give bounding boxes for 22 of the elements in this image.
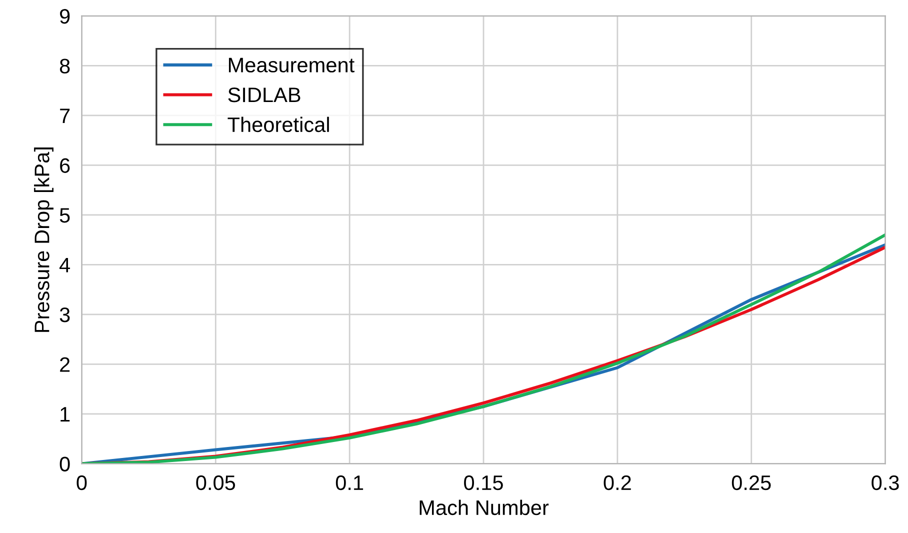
legend-label: SIDLAB xyxy=(228,88,300,102)
y-tick-label: 1 xyxy=(60,407,70,422)
y-tick-label: 2 xyxy=(60,357,70,372)
y-tick-label: 9 xyxy=(60,8,70,24)
y-tick-label: 0 xyxy=(60,456,70,472)
legend-label: Measurement xyxy=(228,58,354,72)
x-tick-label: 0.1 xyxy=(336,475,364,490)
y-tick-label: 7 xyxy=(60,108,70,124)
y-tick-label: 5 xyxy=(60,208,70,223)
x-axis-title: Mach Number xyxy=(420,500,549,516)
x-tick-label: 0 xyxy=(76,475,87,490)
legend-label: Theoretical xyxy=(228,116,329,132)
y-tick-label: 3 xyxy=(60,307,70,322)
x-tick-label: 0.2 xyxy=(604,475,631,490)
x-tick-label: 0.15 xyxy=(464,475,503,490)
y-axis-title: Pressure Drop [kPa] xyxy=(34,148,54,332)
x-tick-label: 0.05 xyxy=(196,475,236,490)
y-tick-label: 6 xyxy=(60,158,70,173)
y-tick-label: 4 xyxy=(60,258,70,272)
x-tick-label: 0.25 xyxy=(732,475,771,490)
y-tick-label: 8 xyxy=(60,58,70,74)
x-tick-label: 0.3 xyxy=(872,475,899,490)
